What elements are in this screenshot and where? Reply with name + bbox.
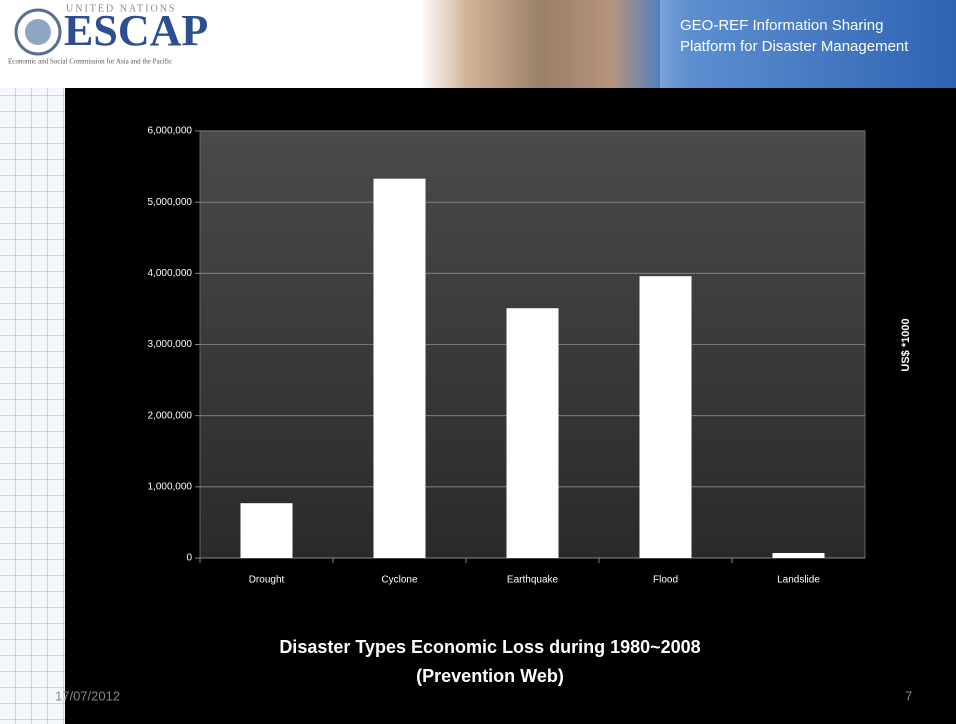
header-title: GEO-REF Information Sharing xyxy=(680,17,883,34)
x-tick-label: Earthquake xyxy=(507,575,559,586)
x-tick-label: Landslide xyxy=(777,575,820,586)
chart-subtitle: (Prevention Web) xyxy=(416,666,564,686)
chart: 0 1,000,000 2,000,000 3,000,000 4,000,000 5,0… xyxy=(148,126,912,686)
x-tick-label: Cyclone xyxy=(381,575,418,586)
logo-org: UNITED NATIONS xyxy=(66,3,177,14)
bar xyxy=(772,553,825,558)
x-tick-label: Flood xyxy=(653,575,678,586)
header-photos xyxy=(420,0,660,88)
logo-name: ESCAP xyxy=(64,6,208,55)
y-tick-label: 1,000,000 xyxy=(148,481,193,492)
bar xyxy=(639,276,692,558)
y-tick-label: 4,000,000 xyxy=(148,268,193,279)
y-tick-label: 5,000,000 xyxy=(148,197,193,208)
y-axis-label: US$ *1000 xyxy=(900,318,912,371)
chart-title: Disaster Types Economic Loss during 1980… xyxy=(279,637,700,657)
logo-caption: Economic and Social Commission for Asia … xyxy=(8,58,172,66)
header-title: Platform for Disaster Management xyxy=(680,38,909,55)
bar xyxy=(506,308,559,558)
y-tick-label: 2,000,000 xyxy=(148,410,193,421)
bar xyxy=(240,503,293,558)
y-tick-label: 0 xyxy=(186,553,192,564)
footer-date: 17/07/2012 xyxy=(55,688,120,703)
y-tick-label: 3,000,000 xyxy=(148,339,193,350)
page-number: 7 xyxy=(905,688,912,703)
x-tick-label: Drought xyxy=(249,575,285,586)
un-emblem-globe xyxy=(25,19,51,45)
y-tick-label: 6,000,000 xyxy=(148,126,193,137)
bar xyxy=(373,178,426,558)
